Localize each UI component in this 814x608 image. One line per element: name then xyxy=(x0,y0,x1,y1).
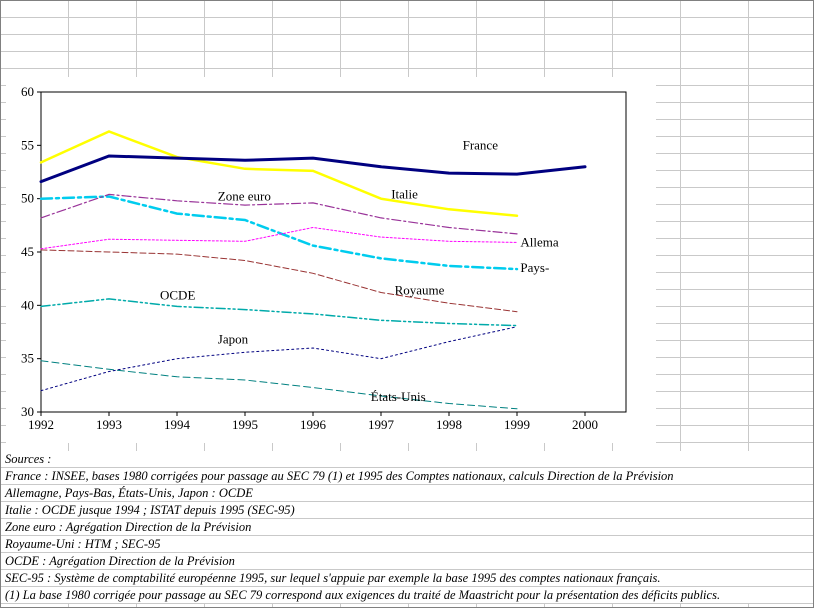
note-row[interactable]: Italie : OCDE jusque 1994 ; ISTAT depuis… xyxy=(1,502,813,519)
series-label-pays: Pays- xyxy=(520,260,549,275)
y-tick-label: 45 xyxy=(21,244,34,259)
note-row[interactable]: SEC-95 : Système de comptabilité europée… xyxy=(1,570,813,587)
series-line-royaume-uni xyxy=(40,249,518,313)
note-row[interactable]: OCDE : Agrégation Direction de la Prévis… xyxy=(1,553,813,570)
series-line-france xyxy=(39,154,587,184)
note-text: Allemagne, Pays-Bas, États-Unis, Japon :… xyxy=(5,486,253,500)
note-text: Italie : OCDE jusque 1994 ; ISTAT depuis… xyxy=(5,503,295,517)
note-row[interactable]: Sources : xyxy=(1,451,813,468)
note-text: Royaume-Uni : HTM ; SEC-95 xyxy=(5,537,161,551)
x-tick-label: 1995 xyxy=(232,417,258,432)
y-tick-label: 35 xyxy=(21,351,34,366)
deficit-chart-object[interactable]: 30 35 40 45 50 55 60 1992 1993 1994 1995 1996 1997 19… xyxy=(6,77,656,443)
series-label-royaume: Royaume xyxy=(395,282,445,297)
series-line-allemagne xyxy=(40,226,518,250)
series-line-japon xyxy=(40,326,518,392)
y-tick-label: 50 xyxy=(21,191,34,206)
series-label-japon: Japon xyxy=(218,331,249,346)
note-text: France : INSEE, bases 1980 corrigées pou… xyxy=(5,469,674,483)
source-notes-area[interactable]: Sources : France : INSEE, bases 1980 corr… xyxy=(1,451,813,604)
series-label-zone-euro: Zone euro xyxy=(218,189,271,204)
series-line-ocde xyxy=(40,298,518,327)
series-line-zone-euro xyxy=(40,193,518,235)
x-tick-label: 1993 xyxy=(96,417,122,432)
series-label-etats-unis: États-Unis xyxy=(371,389,426,404)
y-tick-label: 30 xyxy=(21,404,34,419)
note-text: (1) La base 1980 corrigée pour passage a… xyxy=(5,588,721,602)
note-row[interactable]: France : INSEE, bases 1980 corrigées pou… xyxy=(1,468,813,485)
note-row[interactable]: (1) La base 1980 corrigée pour passage a… xyxy=(1,587,813,604)
series-label-france: France xyxy=(463,137,499,152)
note-row[interactable]: Allemagne, Pays-Bas, États-Unis, Japon :… xyxy=(1,485,813,502)
y-tick-label: 60 xyxy=(21,84,34,99)
note-row[interactable]: Zone euro : Agrégation Direction de la P… xyxy=(1,519,813,536)
x-tick-label: 2000 xyxy=(572,417,598,432)
note-text: OCDE : Agrégation Direction de la Prévis… xyxy=(5,554,235,568)
note-text: Zone euro : Agrégation Direction de la P… xyxy=(5,520,252,534)
note-text: Sources : xyxy=(5,452,52,466)
x-tick-label: 1992 xyxy=(28,417,54,432)
x-tick-label: 1994 xyxy=(164,417,191,432)
note-text: SEC-95 : Système de comptabilité europée… xyxy=(5,571,661,585)
x-tick-label: 1998 xyxy=(436,417,462,432)
series-label-allema: Allema xyxy=(520,234,558,249)
x-tick-label: 1997 xyxy=(368,417,395,432)
series-label-ocde: OCDE xyxy=(160,288,195,303)
series-line-pays-bas xyxy=(39,195,519,271)
x-tick-label: 1999 xyxy=(504,417,530,432)
note-row[interactable]: Royaume-Uni : HTM ; SEC-95 xyxy=(1,536,813,553)
y-tick-label: 55 xyxy=(21,137,34,152)
plot-area xyxy=(40,91,627,413)
series-line-italie xyxy=(39,130,519,217)
series-line-etats-unis xyxy=(40,360,518,410)
x-tick-label: 1996 xyxy=(300,417,327,432)
series-label-italie: Italie xyxy=(391,186,418,201)
y-tick-label: 40 xyxy=(21,297,34,312)
line-chart: 30 35 40 45 50 55 60 1992 1993 1994 1995 1996 1997 19… xyxy=(21,84,627,432)
